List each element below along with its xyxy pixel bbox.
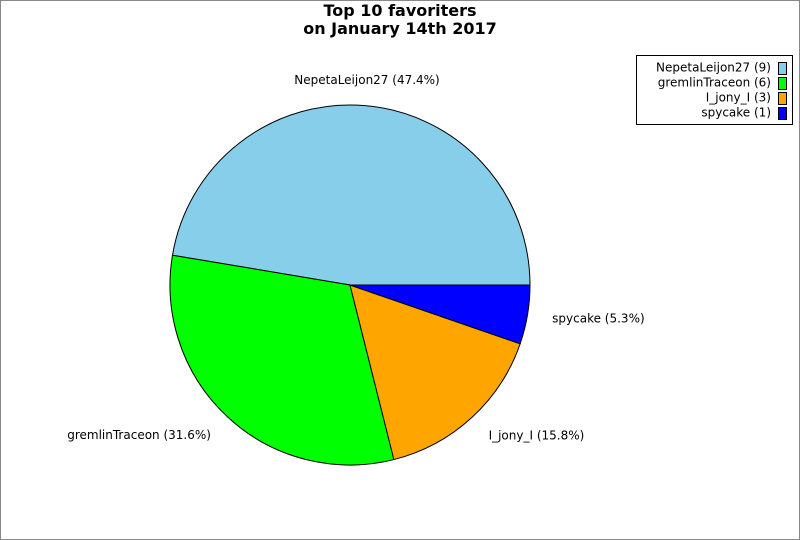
pie-slice: [171, 104, 531, 286]
legend-swatch: [778, 107, 787, 120]
legend-swatch: [778, 92, 787, 105]
pie-slice: [349, 284, 531, 345]
legend-swatch: [778, 62, 787, 75]
legend-swatch: [778, 77, 787, 90]
slice-label: spycake (5.3%): [552, 311, 645, 325]
chart-title: Top 10 favoriters on January 14th 2017: [303, 1, 497, 38]
legend-label: spycake (1): [701, 106, 771, 120]
pie-slice: [349, 284, 521, 461]
pie-slice: [169, 254, 395, 466]
slice-label: NepetaLeijon27 (47.4%): [294, 73, 439, 87]
slice-label: I_jony_I (15.8%): [489, 429, 585, 443]
legend-label: NepetaLeijon27 (9): [656, 61, 771, 75]
slice-label: gremlinTraceon (31.6%): [67, 428, 211, 442]
legend-label: I_jony_I (3): [706, 91, 771, 105]
legend-label: gremlinTraceon (6): [658, 76, 771, 90]
legend-box: [636, 55, 793, 125]
